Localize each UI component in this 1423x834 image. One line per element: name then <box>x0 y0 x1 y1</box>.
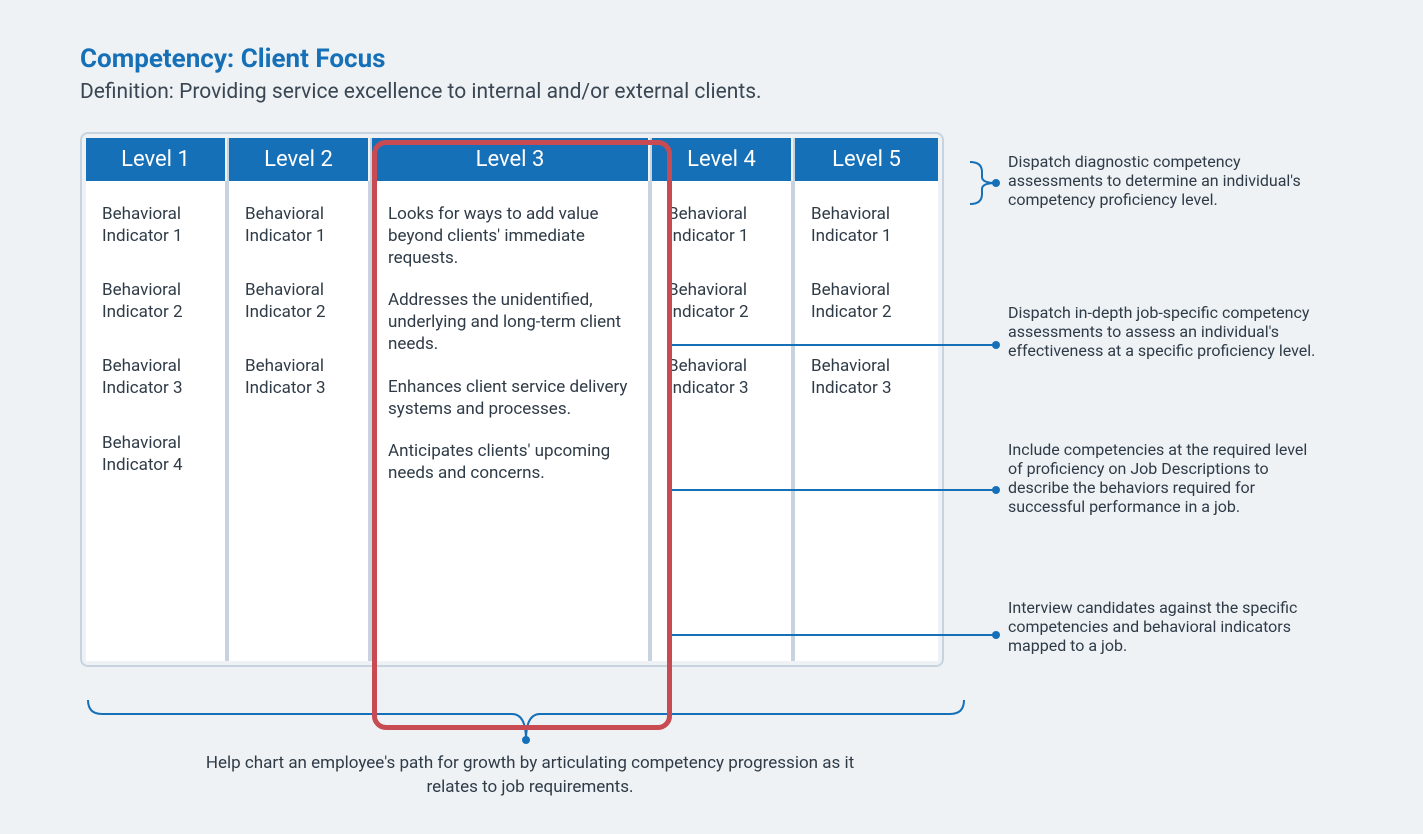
bottom-caption: Help chart an employee's path for growth… <box>180 752 880 800</box>
behavioral-indicator: Addresses the unidentified, underlying a… <box>388 289 632 355</box>
annotation-job-description: Include competencies at the required lev… <box>1008 440 1318 516</box>
level-header: Level 5 <box>795 138 938 181</box>
level-column-5: Level 5Behavioral Indicator 1Behavioral … <box>795 138 938 661</box>
behavioral-indicator: Behavioral Indicator 1 <box>102 203 209 247</box>
level-column-1: Level 1Behavioral Indicator 1Behavioral … <box>86 138 229 661</box>
behavioral-indicator: Behavioral Indicator 1 <box>668 203 775 247</box>
behavioral-indicator: Behavioral Indicator 2 <box>668 279 775 323</box>
behavioral-indicator: Behavioral Indicator 1 <box>811 203 922 247</box>
behavioral-indicator: Behavioral Indicator 2 <box>245 279 352 323</box>
level-body: Behavioral Indicator 1 Behavioral Indicat… <box>795 181 938 661</box>
level-column-3: Level 3 Looks for ways to add value beyon… <box>372 138 652 661</box>
level-body: Looks for ways to add value beyond clien… <box>372 181 650 661</box>
behavioral-indicator: Looks for ways to add value beyond clien… <box>388 203 632 269</box>
level-header: Level 3 <box>372 138 650 181</box>
main-row: Level 1Behavioral Indicator 1Behavioral … <box>80 132 1423 667</box>
annotation-diagnostic: Dispatch diagnostic competency assessmen… <box>1008 152 1318 209</box>
levels-table-wrap: Level 1Behavioral Indicator 1Behavioral … <box>80 132 944 667</box>
behavioral-indicator: Behavioral Indicator 4 <box>102 432 209 476</box>
behavioral-indicator: Behavioral Indicator 1 <box>245 203 352 247</box>
level-body: Behavioral Indicator 1 Behavioral Indicat… <box>229 181 370 661</box>
annotation-interview: Interview candidates against the specifi… <box>1008 598 1318 655</box>
behavioral-indicator: Behavioral Indicator 3 <box>102 355 209 399</box>
behavioral-indicator: Behavioral Indicator 2 <box>811 279 922 323</box>
bottom-caption-wrap: Help chart an employee's path for growth… <box>80 752 980 800</box>
behavioral-indicator: Behavioral Indicator 2 <box>102 279 209 323</box>
page-title: Competency: Client Focus <box>80 44 1423 74</box>
level-header: Level 2 <box>229 138 370 181</box>
level-body: Behavioral Indicator 1 Behavioral Indicat… <box>86 181 227 661</box>
behavioral-indicator: Enhances client service delivery systems… <box>388 376 632 420</box>
level-body: Behavioral Indicator 1 Behavioral Indicat… <box>652 181 793 661</box>
behavioral-indicator: Behavioral Indicator 3 <box>811 355 922 399</box>
annotation-indepth: Dispatch in-depth job-specific competenc… <box>1008 303 1318 360</box>
level-column-2: Level 2Behavioral Indicator 1Behavioral … <box>229 138 372 661</box>
levels-table: Level 1Behavioral Indicator 1Behavioral … <box>80 132 944 667</box>
behavioral-indicator: Behavioral Indicator 3 <box>245 355 352 399</box>
competency-definition: Definition: Providing service excellence… <box>80 80 1423 104</box>
level-column-4: Level 4Behavioral Indicator 1Behavioral … <box>652 138 795 661</box>
level-header: Level 4 <box>652 138 793 181</box>
behavioral-indicator: Anticipates clients' upcoming needs and … <box>388 440 632 484</box>
behavioral-indicator: Behavioral Indicator 3 <box>668 355 775 399</box>
level-header: Level 1 <box>86 138 227 181</box>
